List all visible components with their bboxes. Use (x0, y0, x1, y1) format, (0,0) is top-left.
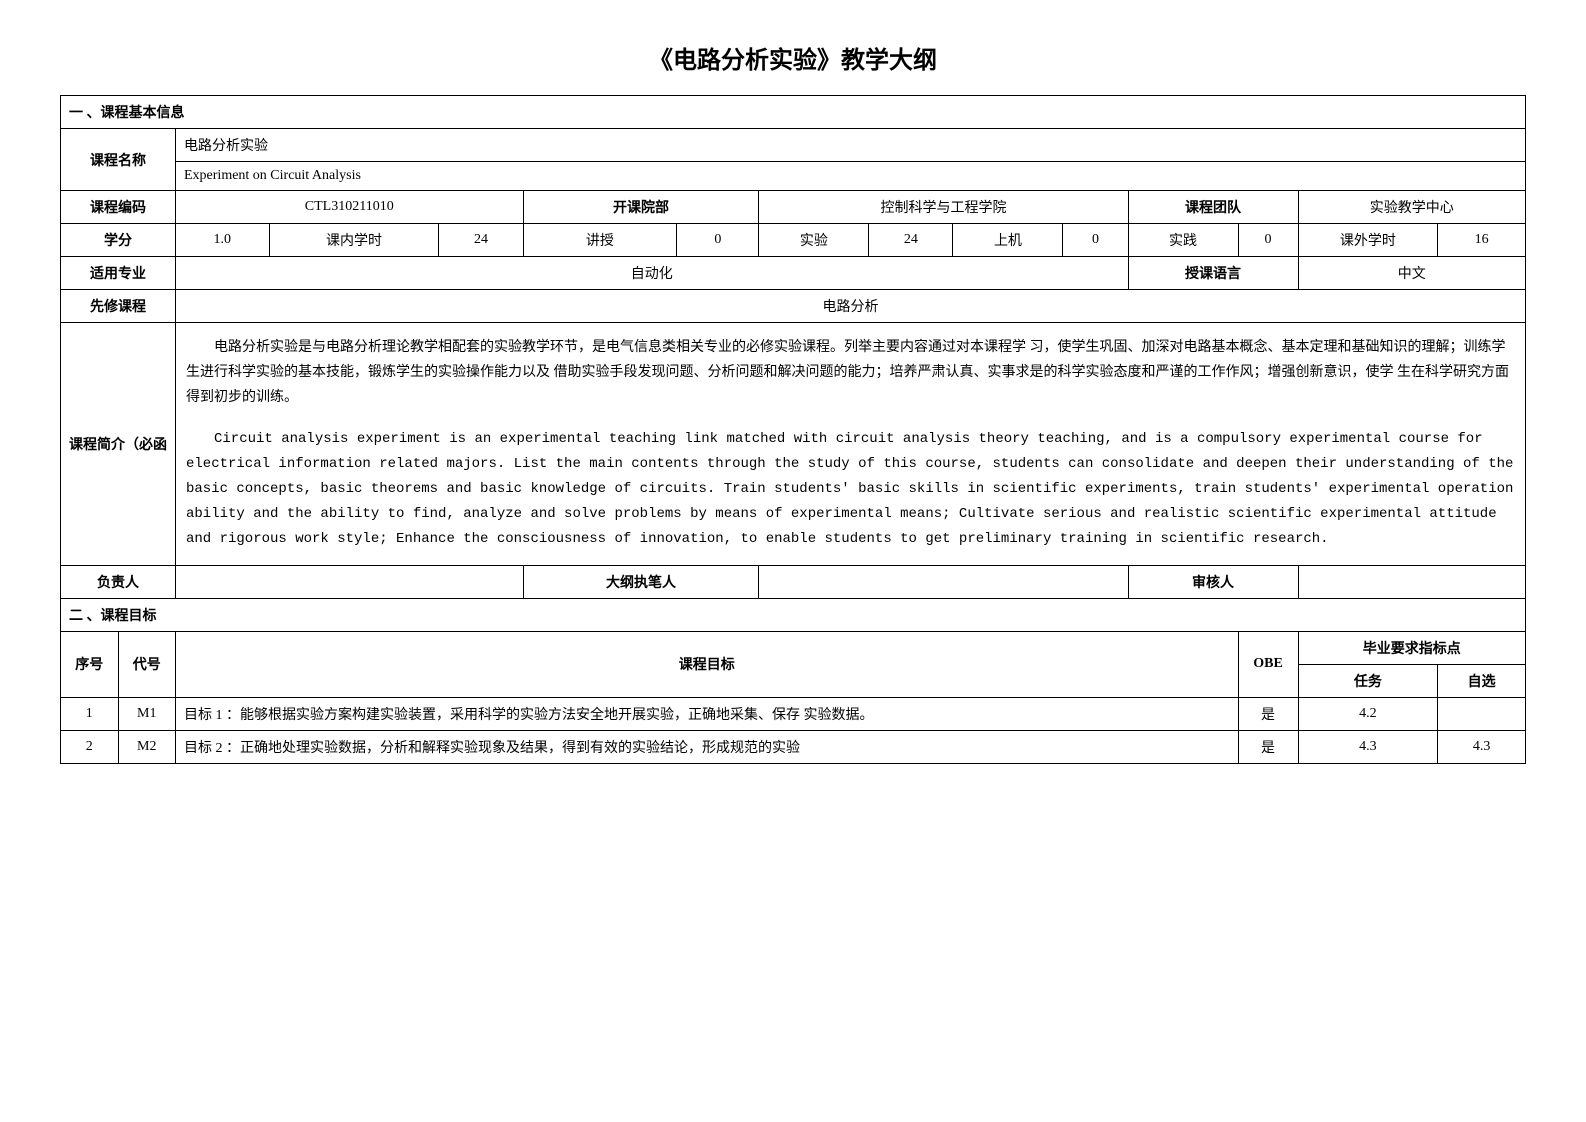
goal-text: 目标 2 ：正确地处理实验数据，分析和解释实验现象及结果，得到有效的实验结论，形… (176, 730, 1239, 763)
major: 自动化 (176, 257, 1129, 290)
col-code: 代号 (118, 631, 176, 697)
lang: 中文 (1298, 257, 1525, 290)
goal-task: 4.2 (1298, 697, 1438, 730)
practice-label: 实践 (1128, 224, 1238, 257)
intro-en: Circuit analysis experiment is an experi… (186, 427, 1515, 553)
course-code-label: 课程编码 (61, 191, 176, 224)
major-label: 适用专业 (61, 257, 176, 290)
prereq-label: 先修课程 (61, 290, 176, 323)
section1-header: 一 、课程基本信息 (61, 96, 1526, 129)
hours-out-label: 课外学时 (1298, 224, 1438, 257)
hours-in-label: 课内学时 (269, 224, 439, 257)
intro-label: 课程简介（必函 (61, 323, 176, 566)
dept: 控制科学与工程学院 (759, 191, 1128, 224)
reviewer-label: 审核人 (1128, 565, 1298, 598)
goal-task: 4.3 (1298, 730, 1438, 763)
intro-content: 电路分析实验是与电路分析理论教学相配套的实验教学环节，是电气信息类相关专业的必修… (176, 323, 1526, 566)
dept-label: 开课院部 (523, 191, 759, 224)
course-name-label: 课程名称 (61, 129, 176, 191)
experiment: 24 (869, 224, 953, 257)
prereq: 电路分析 (176, 290, 1526, 323)
course-name-en: Experiment on Circuit Analysis (176, 162, 1526, 191)
syllabus-table: 一 、课程基本信息 课程名称 电路分析实验 Experiment on Circ… (60, 95, 1526, 764)
goal-obe: 是 (1238, 730, 1298, 763)
practice: 0 (1238, 224, 1298, 257)
lang-label: 授课语言 (1128, 257, 1298, 290)
goal-text: 目标 1 ：能够根据实验方案构建实验装置，采用科学的实验方法安全地开展实验，正确… (176, 697, 1239, 730)
hours-out: 16 (1438, 224, 1526, 257)
lecture-label: 讲授 (523, 224, 677, 257)
credit-label: 学分 (61, 224, 176, 257)
table-row: 2 M2 目标 2 ：正确地处理实验数据，分析和解释实验现象及结果，得到有效的实… (61, 730, 1526, 763)
computer-label: 上机 (953, 224, 1063, 257)
team-label: 课程团队 (1128, 191, 1298, 224)
intro-cn: 电路分析实验是与电路分析理论教学相配套的实验教学环节，是电气信息类相关专业的必修… (186, 335, 1515, 411)
credit: 1.0 (176, 224, 270, 257)
col-task: 任务 (1298, 664, 1438, 697)
leader (176, 565, 524, 598)
goal-seq: 2 (61, 730, 119, 763)
goal-code: M2 (118, 730, 176, 763)
goal-seq: 1 (61, 697, 119, 730)
goal-self: 4.3 (1438, 730, 1526, 763)
writer (759, 565, 1128, 598)
lecture: 0 (677, 224, 759, 257)
leader-label: 负责人 (61, 565, 176, 598)
team: 实验教学中心 (1298, 191, 1525, 224)
writer-label: 大纲执笔人 (523, 565, 759, 598)
col-self: 自选 (1438, 664, 1526, 697)
col-seq: 序号 (61, 631, 119, 697)
section2-header: 二 、课程目标 (61, 598, 1526, 631)
experiment-label: 实验 (759, 224, 869, 257)
col-goal: 课程目标 (176, 631, 1239, 697)
hours-in: 24 (439, 224, 523, 257)
course-name-cn: 电路分析实验 (176, 129, 1526, 162)
col-obe: OBE (1238, 631, 1298, 697)
goal-self (1438, 697, 1526, 730)
col-grad: 毕业要求指标点 (1298, 631, 1525, 664)
computer: 0 (1063, 224, 1128, 257)
goal-obe: 是 (1238, 697, 1298, 730)
page-title: 《电路分析实验》教学大纲 (60, 40, 1526, 75)
goal-code: M1 (118, 697, 176, 730)
course-code: CTL310211010 (176, 191, 524, 224)
reviewer (1298, 565, 1525, 598)
table-row: 1 M1 目标 1 ：能够根据实验方案构建实验装置，采用科学的实验方法安全地开展… (61, 697, 1526, 730)
